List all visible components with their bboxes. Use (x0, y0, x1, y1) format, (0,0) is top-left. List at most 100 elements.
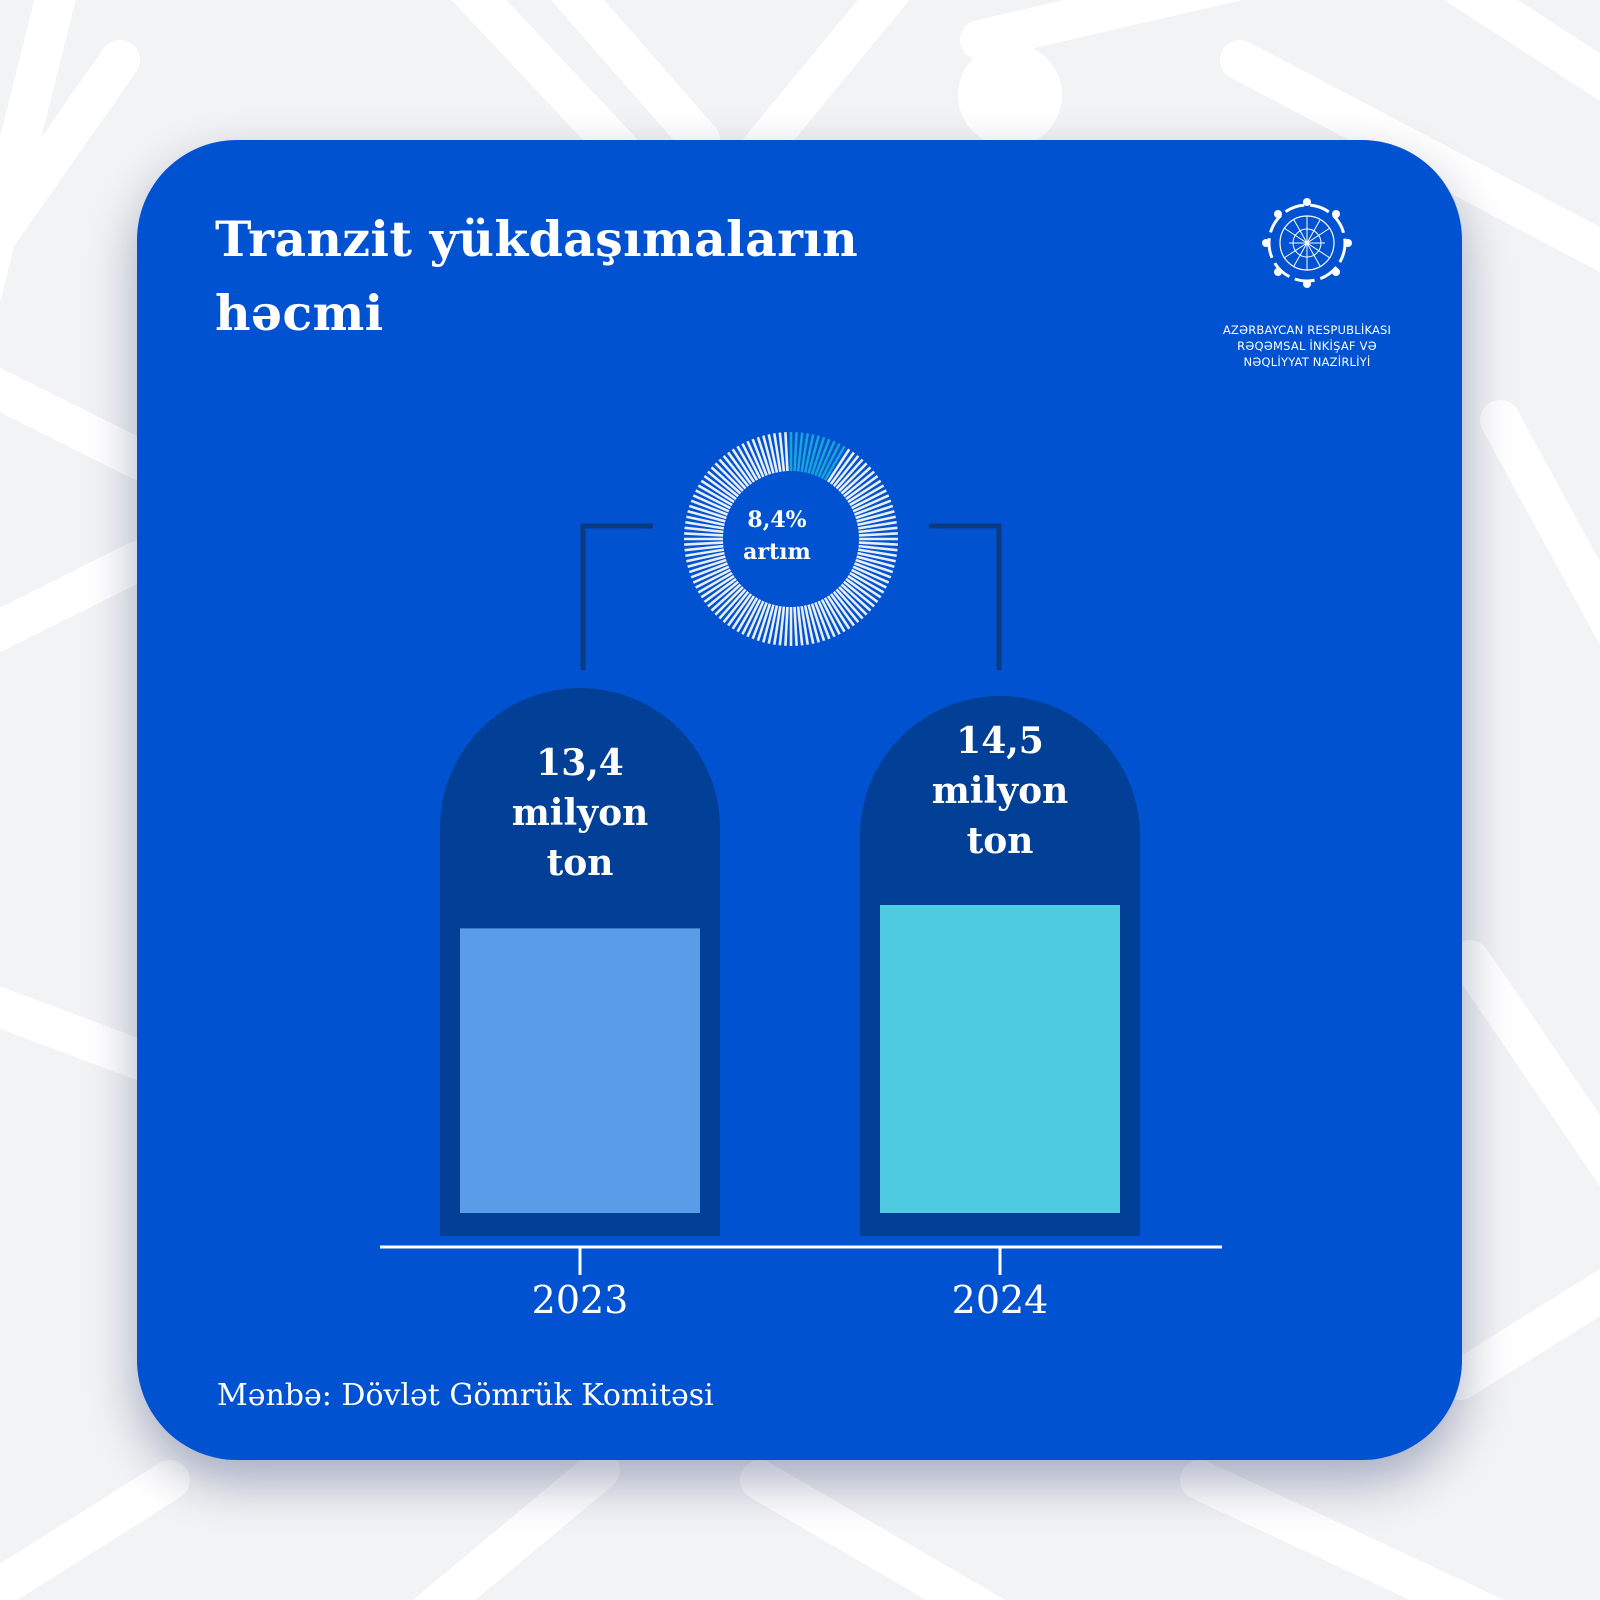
donut-tick (688, 558, 727, 574)
value-label-line: milyon (511, 792, 649, 834)
donut-tick (858, 541, 898, 546)
x-tick-label-2023: 2023 (531, 1278, 629, 1322)
growth-label: 8,4% artım (697, 504, 857, 568)
connector-right (929, 523, 1002, 670)
donut-tick (684, 541, 724, 546)
donut-tick (756, 603, 772, 642)
donut-tick (756, 436, 772, 475)
value-label-line: 13,4 (536, 742, 624, 784)
donut-tick (803, 605, 815, 644)
donut-tick (778, 432, 786, 472)
donut-tick (829, 451, 855, 485)
donut-tick (746, 440, 765, 478)
connector-lines (580, 523, 1002, 670)
donut-tick (850, 489, 887, 510)
donut-tick (820, 598, 841, 635)
donut-tick (692, 565, 730, 584)
donut-tick (731, 595, 756, 630)
donut-tick (854, 499, 892, 516)
ministry-name-line-1: AZƏRBAYCAN RESPUBLİKASI (1222, 323, 1392, 337)
donut-tick (847, 479, 882, 504)
donut-tick (826, 448, 851, 483)
donut-tick (741, 598, 762, 635)
donut-tick (684, 544, 724, 552)
donut-tick (686, 551, 725, 563)
donut-tick (772, 605, 782, 645)
donut-tick (845, 475, 879, 501)
donut-tick (832, 591, 860, 623)
donut-tick (843, 580, 875, 608)
donut-tick (700, 574, 735, 599)
ministry-name-line-3: NƏQLİYYAT NAZİRLİYİ (1243, 355, 1371, 369)
donut-tick (857, 551, 896, 563)
donut-tick (850, 568, 887, 589)
donut-tick (858, 544, 898, 552)
donut-tick (714, 586, 744, 616)
donut-tick (807, 604, 820, 643)
donut-tick (686, 515, 725, 527)
growth-donut (684, 432, 898, 646)
donut-tick (762, 604, 775, 643)
ministry-logo: AZƏRBAYCAN RESPUBLİKASI RƏQƏMSAL İNKİŞAF… (1207, 190, 1407, 370)
donut-tick (840, 583, 872, 612)
donut-tick (855, 504, 894, 520)
donut-tick (838, 462, 868, 492)
infographic-card: Tranzit yükdaşımaların həcmi AZƏRBAYCAN … (137, 140, 1462, 1460)
donut-tick (817, 440, 836, 478)
donut-tick (707, 580, 739, 608)
donut-tick (855, 558, 894, 574)
donut-tick (727, 451, 753, 485)
donut-tick (687, 555, 726, 568)
donut-tick (823, 597, 846, 633)
donut-tick (736, 597, 759, 633)
donut-tick (845, 577, 879, 603)
donut-tick (814, 438, 831, 476)
donut-tick (690, 562, 728, 579)
donut-tick (684, 526, 724, 534)
donut-tick (810, 603, 826, 642)
donut-tick (849, 571, 885, 594)
x-axis (380, 1245, 1222, 1275)
donut-tick (796, 606, 804, 646)
donut-tick (784, 432, 789, 472)
donut-tick (810, 436, 826, 475)
donut-tick (684, 532, 724, 537)
donut-tick (852, 565, 890, 584)
donut-tick (767, 434, 779, 473)
bars (440, 688, 1140, 1236)
donut-tick (823, 445, 846, 481)
donut-tick (697, 484, 733, 507)
connector-left (580, 523, 653, 670)
donut-tick (826, 595, 851, 630)
donut-tick (857, 515, 896, 527)
donut-tick (778, 606, 786, 646)
donut-tick (746, 600, 765, 638)
value-label-line: 14,5 (956, 720, 1044, 762)
donut-tick (703, 577, 737, 603)
ministry-emblem-icon (1262, 198, 1352, 288)
donut-tick (856, 510, 895, 523)
donut-tick (685, 520, 725, 530)
donut-tick (688, 504, 727, 520)
donut-tick (847, 574, 882, 599)
donut-tick (829, 593, 855, 627)
donut-tick (762, 435, 775, 474)
donut-tick (722, 455, 750, 487)
donut-tick (796, 432, 804, 472)
donut-tick (835, 458, 864, 490)
donut-tick (800, 605, 810, 645)
donut-tick (751, 602, 768, 640)
donut-tick (849, 484, 885, 507)
donut-tick (832, 455, 860, 487)
x-tick-label-2024: 2024 (951, 1278, 1049, 1322)
donut-tick (820, 443, 841, 480)
donut-tick (793, 606, 798, 646)
donut-tick (767, 605, 779, 644)
donut-tick (695, 489, 732, 510)
growth-value: 8,4% (747, 507, 807, 533)
donut-tick (714, 462, 744, 492)
donut-tick (858, 532, 898, 537)
donut-tick (817, 600, 836, 638)
donut-tick (710, 466, 742, 495)
